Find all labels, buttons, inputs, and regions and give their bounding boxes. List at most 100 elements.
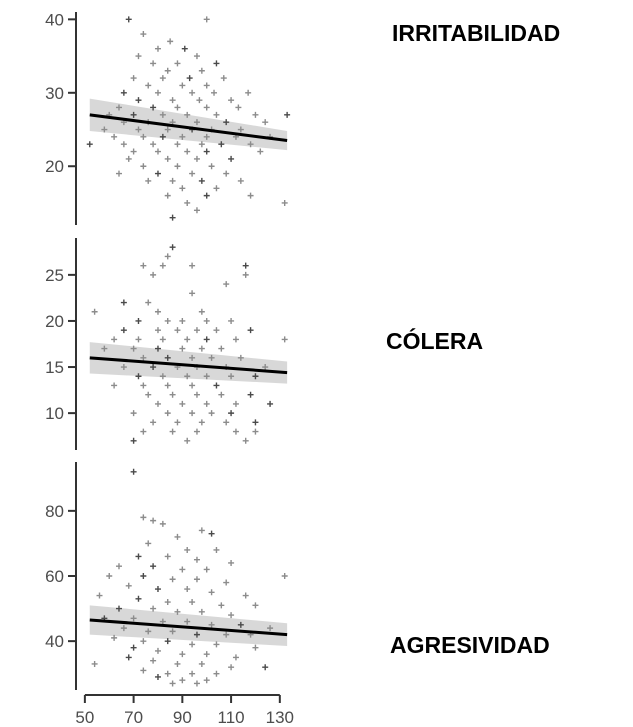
data-point — [164, 67, 171, 74]
data-point — [174, 163, 181, 170]
data-point — [232, 428, 239, 435]
data-point — [257, 148, 264, 155]
data-point — [164, 253, 171, 260]
data-point — [164, 553, 171, 560]
data-point — [252, 419, 259, 426]
data-point — [228, 664, 235, 671]
data-point — [91, 660, 98, 667]
data-point — [284, 111, 291, 118]
data-point — [228, 97, 235, 104]
data-point — [223, 631, 230, 638]
data-point — [184, 586, 191, 593]
data-point — [184, 148, 191, 155]
data-point — [120, 299, 127, 306]
data-point — [262, 119, 269, 126]
data-point — [193, 327, 200, 334]
data-point — [203, 651, 210, 658]
data-point — [125, 16, 132, 23]
data-point — [184, 546, 191, 553]
data-point — [150, 517, 157, 524]
data-point — [150, 563, 157, 570]
data-point — [218, 141, 225, 148]
data-point — [262, 664, 269, 671]
y-tick-label: 80 — [45, 502, 64, 521]
data-point — [218, 345, 225, 352]
data-point — [208, 410, 215, 417]
data-point — [213, 546, 220, 553]
data-point — [228, 612, 235, 619]
panel-agresividad: 40 60 80 — [45, 462, 288, 690]
data-point — [237, 354, 244, 361]
data-point — [211, 89, 218, 96]
data-point — [237, 126, 244, 133]
data-point — [154, 400, 161, 407]
data-point — [145, 177, 152, 184]
data-point — [228, 317, 235, 324]
data-point — [159, 262, 166, 269]
data-point — [130, 75, 137, 82]
data-point — [198, 527, 205, 534]
data-point — [154, 345, 161, 352]
data-point — [154, 148, 161, 155]
data-point — [193, 576, 200, 583]
trend-line — [89, 618, 288, 637]
data-point — [96, 592, 103, 599]
data-point — [252, 644, 259, 651]
data-point — [193, 631, 200, 638]
data-point — [247, 391, 254, 398]
data-point — [203, 104, 210, 111]
data-point — [242, 271, 249, 278]
data-point — [174, 608, 181, 615]
data-point — [252, 111, 259, 118]
data-point — [115, 563, 122, 570]
data-point — [91, 308, 98, 315]
data-point — [247, 192, 254, 199]
data-point — [125, 654, 132, 661]
data-point — [220, 75, 227, 82]
data-point — [242, 437, 249, 444]
data-point — [208, 163, 215, 170]
data-point — [203, 133, 210, 140]
data-point — [135, 97, 142, 104]
data-point — [150, 419, 157, 426]
data-point — [228, 155, 235, 162]
data-point — [101, 345, 108, 352]
data-point — [189, 170, 196, 177]
data-point — [237, 177, 244, 184]
x-tick-label: 110 — [218, 708, 245, 727]
data-point — [179, 400, 186, 407]
data-point — [135, 53, 142, 60]
data-point — [169, 628, 176, 635]
data-point — [86, 141, 93, 148]
panel-irritabilidad: 20 30 40 — [45, 10, 291, 225]
data-point — [193, 155, 200, 162]
data-point — [281, 199, 288, 206]
trend-line — [89, 356, 288, 375]
data-point — [281, 336, 288, 343]
data-point — [135, 553, 142, 560]
data-point — [223, 579, 230, 586]
data-point — [150, 271, 157, 278]
data-point — [232, 336, 239, 343]
data-point — [101, 126, 108, 133]
y-tick-label: 20 — [45, 157, 64, 176]
data-point — [169, 97, 176, 104]
data-point — [140, 262, 147, 269]
data-point — [193, 556, 200, 563]
data-point — [228, 410, 235, 417]
data-point — [189, 354, 196, 361]
data-point — [130, 345, 137, 352]
confidence-band — [89, 342, 288, 384]
data-point — [150, 605, 157, 612]
data-point — [140, 163, 147, 170]
data-point — [198, 141, 205, 148]
data-point — [179, 566, 186, 573]
data-point — [203, 148, 210, 155]
data-point — [174, 327, 181, 334]
data-point — [232, 400, 239, 407]
data-point — [208, 530, 215, 537]
data-point — [203, 317, 210, 324]
data-point — [223, 281, 230, 288]
data-point — [154, 327, 161, 334]
data-point — [237, 621, 244, 628]
